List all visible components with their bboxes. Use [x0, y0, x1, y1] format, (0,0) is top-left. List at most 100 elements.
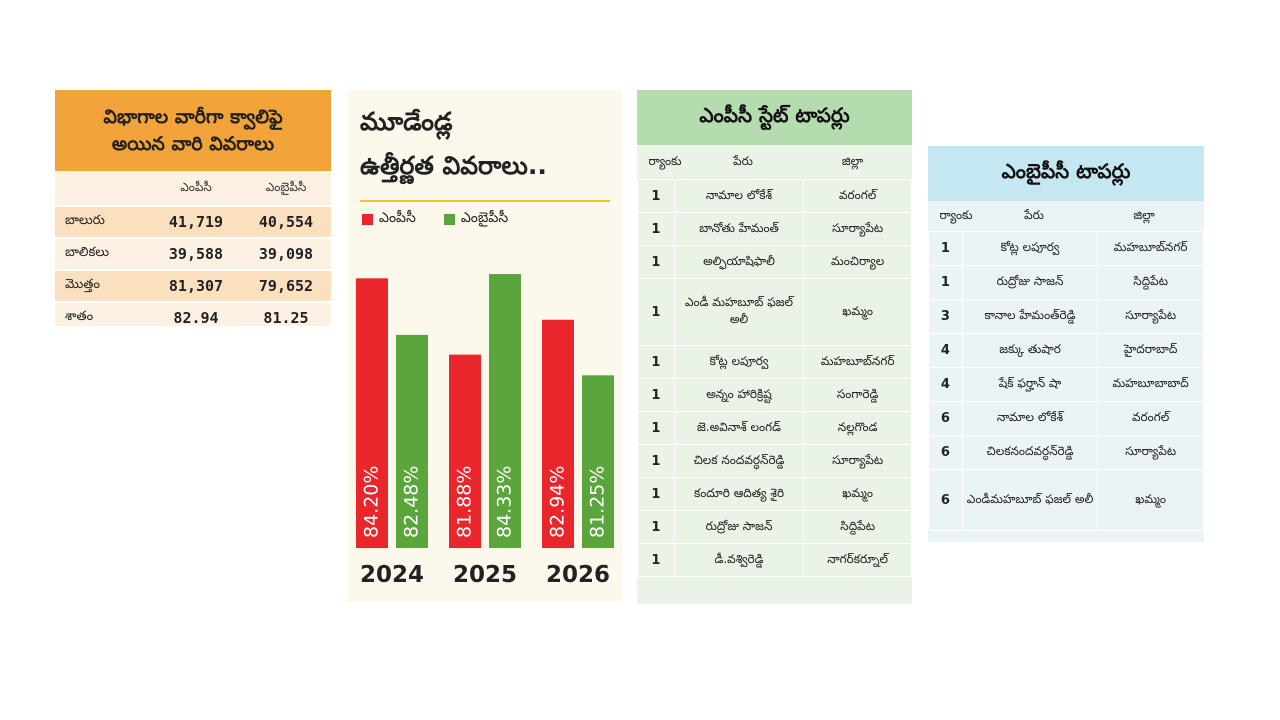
- bar-label-bipc-2026: 81.25%: [587, 466, 609, 538]
- mpc-toppers-cell-rank: 1: [637, 378, 675, 412]
- mpc-toppers-cell-rank: 1: [637, 444, 675, 478]
- mpc-toppers-cell-name: రుద్రోజు సాజన్: [673, 510, 805, 544]
- qualified-row-mpc: 39,588: [168, 245, 224, 263]
- qualified-row-mpc: 41,719: [168, 213, 224, 231]
- bipc-toppers-cell-name: కోట్ల లపూర్వ: [961, 231, 1099, 266]
- mpc-toppers-cell-rank: 1: [637, 179, 675, 213]
- bipc-toppers-table-row: 4 జక్కు తుషార హైదరాబాద్: [928, 333, 1204, 368]
- bipc-col-name: పేరు: [1024, 207, 1044, 222]
- bar-bipc-2024: [396, 334, 428, 548]
- chart-title-line2: ఉత్తీర్ణత వివరాలు..: [360, 151, 547, 180]
- mpc-toppers-table-row: 1 ఎండీ మహబూబ్ ఫజల్ అలీ ఖమ్మం: [637, 278, 912, 346]
- bipc-toppers-cell-district: హైదరాబాద్: [1097, 333, 1204, 368]
- chart-title-line1: మూడేండ్ల: [360, 107, 453, 136]
- mpc-toppers-panel: ఎంపీసీ స్టేట్ టాపర్లు ర్యాంకు పేరు జిల్ల…: [637, 90, 912, 604]
- bar-mpc-2026: [542, 319, 574, 548]
- mpc-toppers-cell-district: ఖమ్మం: [803, 278, 912, 346]
- bipc-toppers-cell-district: వరంగల్: [1097, 401, 1204, 436]
- legend-label-bipc: ఎంబైపీసీ: [460, 210, 509, 226]
- bipc-toppers-cell-name: చిలకనందవర్ధన్‌రెడ్డి: [961, 435, 1099, 470]
- category-label-2024: 2024: [360, 562, 424, 588]
- bipc-col-district: జిల్లా: [1133, 207, 1155, 222]
- mpc-toppers-cell-district: సిద్దిపేట: [803, 510, 912, 544]
- bipc-toppers-cell-rank: 6: [928, 435, 963, 470]
- bipc-toppers-table-row: 4 షేక్ ఫర్హాన్ షా మహబూబాబాద్: [928, 367, 1204, 402]
- bipc-toppers-cell-name: కానాల హేమంత్‌రెడ్డి: [961, 299, 1099, 334]
- bipc-toppers-cell-rank: 3: [928, 299, 963, 334]
- qualified-column-headers: ఎంపీసీ ఎంబైపీసీ: [55, 171, 331, 205]
- mpc-toppers-table-row: 1 బానోతు హేమంత్ సూర్యాపేట: [637, 212, 912, 246]
- bipc-col-rank: ర్యాంకు: [939, 207, 973, 222]
- mpc-toppers-table-row: 1 డీ.వశ్విరెడ్డి నాగర్‌కర్నూల్: [637, 543, 912, 577]
- mpc-toppers-cell-rank: 1: [637, 212, 675, 246]
- bipc-toppers-table-row: 6 నామాల లోకేశ్ వరంగల్: [928, 401, 1204, 436]
- bipc-toppers-cell-rank: 6: [928, 401, 963, 436]
- qualified-row-label: శాతం: [65, 309, 94, 324]
- qualified-title-line1: విభాగాల వారీగా క్వాలిఫై: [103, 105, 283, 128]
- mpc-toppers-table-row: 1 నామాల లోకేశ్ వరంగల్: [637, 179, 912, 213]
- mpc-toppers-table-row: 1 రుద్రోజు సాజన్ సిద్దిపేట: [637, 510, 912, 544]
- mpc-toppers-table-row: 1 కోట్ల లపూర్వ మహబూబ్‌నగర్: [637, 345, 912, 379]
- bar-mpc-2025: [449, 354, 481, 548]
- bipc-toppers-cell-rank: 4: [928, 367, 963, 402]
- mpc-toppers-table-row: 1 అల్ఫియాషిఫాలీ మంచిర్యాల: [637, 245, 912, 279]
- mpc-col-district: జిల్లా: [841, 153, 864, 168]
- bar-label-mpc-2026: 82.94%: [547, 466, 569, 538]
- bipc-toppers-table-row: 1 రుద్రోజు సాజన్ సిద్దిపేట: [928, 265, 1204, 300]
- mpc-toppers-cell-rank: 1: [637, 411, 675, 445]
- qualified-row-bipc: 40,554: [258, 213, 314, 231]
- bipc-toppers-cell-district: సూర్యాపేట: [1097, 435, 1204, 470]
- bipc-toppers-cell-rank: 1: [928, 231, 963, 266]
- qualified-summary-header: విభాగాల వారీగా క్వాలిఫై అయిన వారి వివరాల…: [55, 90, 331, 171]
- qualified-row: బాలికలు 39,588 39,098: [55, 237, 331, 269]
- qualified-row-label: బాలికలు: [65, 245, 109, 260]
- legend-swatch-bipc: [443, 214, 455, 225]
- bipc-toppers-panel: ఎంబైపీసీ టాపర్లు ర్యాంకు పేరు జిల్లా 1 కో…: [928, 146, 1204, 542]
- pass-percentage-chart-panel: మూడేండ్ల ఉత్తీర్ణత వివరాలు.. ఎంపీసీ ఎంబై…: [348, 90, 622, 602]
- mpc-toppers-cell-name: బానోతు హేమంత్: [673, 212, 805, 246]
- bipc-toppers-table-row: 6 చిలకనందవర్ధన్‌రెడ్డి సూర్యాపేట: [928, 435, 1204, 470]
- mpc-toppers-cell-district: సూర్యాపేట: [803, 212, 912, 246]
- mpc-toppers-title: ఎంపీసీ స్టేట్ టాపర్లు: [637, 90, 912, 145]
- mpc-toppers-cell-name: అన్నం హారిక్రిష్ట: [673, 378, 805, 412]
- bipc-toppers-cell-district: సిద్దిపేట: [1097, 265, 1204, 300]
- bipc-toppers-table-row: 6 ఎండీమహబూబ్ ఫజల్ అలీ ఖమ్మం: [928, 469, 1204, 531]
- mpc-toppers-cell-district: నల్లగొండ: [803, 411, 912, 445]
- mpc-toppers-cell-name: చిలక నందవర్ధన్‌రెడ్డి: [673, 444, 805, 478]
- bar-label-bipc-2025: 84.33%: [494, 466, 516, 538]
- bar-label-bipc-2024: 82.48%: [401, 466, 423, 538]
- qualified-row-bipc: 79,652: [258, 277, 314, 295]
- bipc-toppers-table-row: 3 కానాల హేమంత్‌రెడ్డి సూర్యాపేట: [928, 299, 1204, 334]
- qualified-row: బాలురు 41,719 40,554: [55, 205, 331, 237]
- bipc-toppers-cell-name: షేక్ ఫర్హాన్ షా: [961, 367, 1099, 402]
- qualified-title-line2: అయిన వారి వివరాలు: [111, 132, 275, 155]
- qualified-row-mpc: 81,307: [168, 277, 224, 295]
- bipc-toppers-cell-rank: 1: [928, 265, 963, 300]
- mpc-col-name: పేరు: [733, 153, 753, 168]
- mpc-toppers-column-headers: ర్యాంకు పేరు జిల్లా: [637, 145, 912, 179]
- mpc-toppers-cell-district: నాగర్‌కర్నూల్: [803, 543, 912, 577]
- qualified-row-bipc: 39,098: [258, 245, 314, 263]
- category-label-2025: 2025: [453, 562, 517, 588]
- mpc-toppers-cell-district: మహబూబ్‌నగర్: [803, 345, 912, 379]
- mpc-toppers-cell-rank: 1: [637, 345, 675, 379]
- legend-item-bipc: ఎంబైపీసీ: [443, 210, 509, 229]
- qualified-row: శాతం 82.94 81.25: [55, 301, 331, 333]
- bipc-toppers-cell-name: రుద్రోజు సాజన్: [961, 265, 1099, 300]
- mpc-toppers-cell-district: వరంగల్: [803, 179, 912, 213]
- mpc-toppers-cell-name: నామాల లోకేశ్: [673, 179, 805, 213]
- mpc-toppers-table-row: 1 చిలక నందవర్ధన్‌రెడ్డి సూర్యాపేట: [637, 444, 912, 478]
- chart-title: మూడేండ్ల ఉత్తీర్ణత వివరాలు..: [360, 100, 547, 188]
- bipc-toppers-cell-name: ఎండీమహబూబ్ ఫజల్ అలీ: [961, 469, 1099, 531]
- bar-bipc-2026: [582, 375, 614, 548]
- mpc-toppers-cell-name: కందూరి ఆదిత్య శైరి: [673, 477, 805, 511]
- bipc-toppers-cell-name: జక్కు తుషార: [961, 333, 1099, 368]
- qualified-col-bipc: ఎంబైపీసీ: [265, 179, 307, 194]
- bipc-toppers-cell-rank: 6: [928, 469, 963, 531]
- bipc-toppers-table-row: 1 కోట్ల లపూర్వ మహబూబ్‌నగర్: [928, 231, 1204, 266]
- mpc-toppers-cell-district: సంగారెడ్డి: [803, 378, 912, 412]
- qualified-summary-panel: విభాగాల వారీగా క్వాలిఫై అయిన వారి వివరాల…: [55, 90, 331, 327]
- legend-swatch-mpc: [362, 214, 373, 225]
- mpc-toppers-cell-name: ఎండీ మహబూబ్ ఫజల్ అలీ: [673, 278, 805, 346]
- bar-label-mpc-2024: 84.20%: [361, 466, 383, 538]
